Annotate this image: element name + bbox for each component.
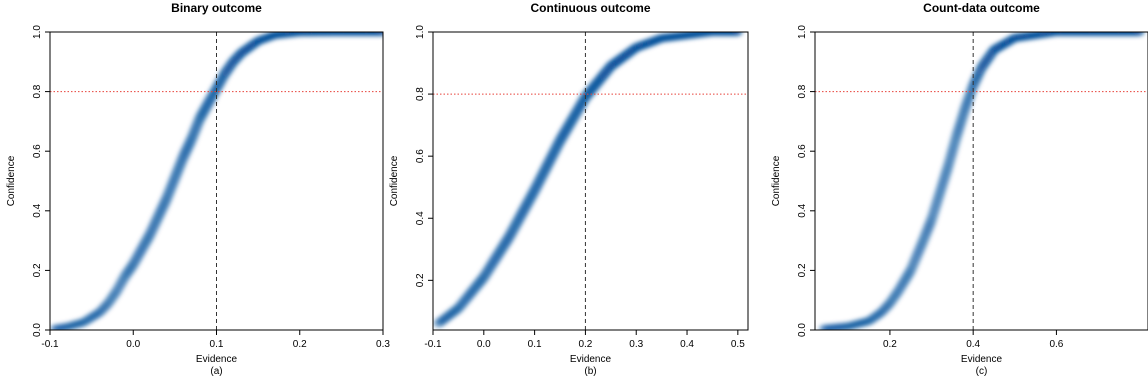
x-tick-label: 0.4 <box>966 339 980 350</box>
x-axis-label: Evidence <box>961 354 1003 365</box>
x-tick-label: 0.3 <box>629 339 643 350</box>
chart-title: Continuous outcome <box>531 1 651 15</box>
x-tick-label: 0.6 <box>1049 339 1063 350</box>
data-point <box>1134 32 1146 36</box>
y-tick-label: 0.0 <box>32 323 43 337</box>
density-cloud <box>50 32 383 330</box>
x-tick-label: 0.1 <box>528 339 542 350</box>
y-tick-label: 0.8 <box>32 84 43 98</box>
x-tick-label: 0.0 <box>477 339 491 350</box>
y-tick-label: 0.6 <box>32 144 43 158</box>
chart-title: Binary outcome <box>171 1 262 15</box>
y-tick-label: 1.0 <box>32 25 43 39</box>
panel-caption: (a) <box>210 366 222 377</box>
panel-caption: (c) <box>976 366 988 377</box>
y-tick-label: 0.8 <box>797 84 808 98</box>
y-tick-label: 1.0 <box>415 25 426 39</box>
y-axis-label: Confidence <box>6 155 17 206</box>
y-tick-label: 1.0 <box>797 25 808 39</box>
data-point <box>377 32 383 36</box>
panel-caption: (b) <box>584 366 596 377</box>
chart-panel-3: Count-data outcome 0.2 0.4 0.6 0.0 0.2 0.4 0.6 0… <box>771 1 1148 377</box>
y-axis-label: Confidence <box>389 155 400 206</box>
y-tick-label: 0.2 <box>32 263 43 277</box>
x-tick-label: 0.2 <box>883 339 897 350</box>
y-axis-label: Confidence <box>771 155 782 206</box>
x-tick-label: 0.1 <box>210 339 224 350</box>
y-tick-label: 0.6 <box>415 149 426 163</box>
plot-frame <box>814 31 1148 331</box>
y-tick-label: 0.4 <box>32 203 43 217</box>
y-tick-label: 0.2 <box>797 263 808 277</box>
x-tick-label: 0.2 <box>578 339 592 350</box>
y-tick-label: 0.0 <box>797 323 808 337</box>
x-tick-label: 0.2 <box>293 339 307 350</box>
y-tick-label: 0.8 <box>415 87 426 101</box>
x-axis-label: Evidence <box>570 354 612 365</box>
x-axis-label: Evidence <box>196 354 238 365</box>
x-tick-label: -0.1 <box>41 339 59 350</box>
chart-panel-1: Binary outcome -0.1 0.0 0.1 0.2 0.3 0.0 0.2 0.4 0… <box>6 1 390 377</box>
chart-title: Count-data outcome <box>923 1 1040 15</box>
x-tick-label: 0.3 <box>376 339 390 350</box>
data-point <box>732 32 744 36</box>
y-tick-label: 0.4 <box>797 203 808 217</box>
y-tick-label: 0.4 <box>415 211 426 225</box>
x-tick-label: 0.5 <box>731 339 745 350</box>
x-tick-label: 0.0 <box>126 339 140 350</box>
plot-frame <box>432 31 749 331</box>
chart-panel-2: Continuous outcome -0.1 0.0 0.1 0.2 0.3 0.4 0.5… <box>389 1 749 377</box>
x-tick-label: -0.1 <box>424 339 442 350</box>
x-tick-label: 0.4 <box>680 339 694 350</box>
y-tick-label: 0.6 <box>797 144 808 158</box>
density-cloud <box>817 32 1146 330</box>
density-cloud <box>433 32 744 329</box>
y-tick-label: 0.2 <box>415 273 426 287</box>
